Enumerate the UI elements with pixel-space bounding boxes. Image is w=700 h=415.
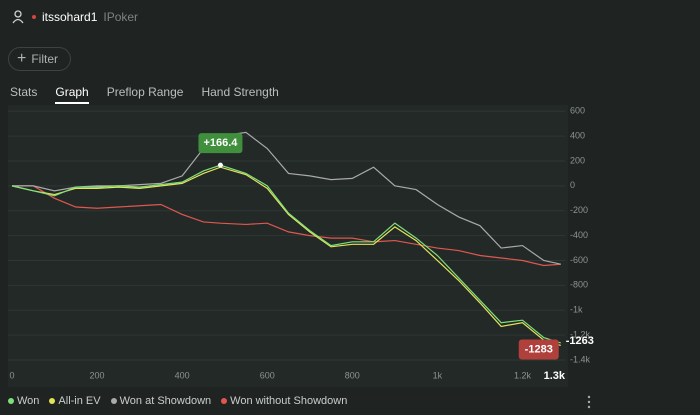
legend-item[interactable]: All-in EV xyxy=(49,395,101,407)
y-tick-label: -200 xyxy=(570,205,588,215)
x-tick-label: 600 xyxy=(260,370,275,380)
annotation: -1283 xyxy=(525,343,553,355)
annotation-box xyxy=(198,133,243,154)
header: itssohard1 IPoker xyxy=(12,10,138,24)
tab[interactable]: Stats xyxy=(10,85,38,99)
filter-label: Filter xyxy=(31,52,59,66)
status-dot xyxy=(32,15,36,19)
y-tick-label: 0 xyxy=(570,180,575,190)
series-line xyxy=(12,131,561,265)
tab[interactable]: Hand Strength xyxy=(201,85,279,99)
filter-button[interactable]: + Filter xyxy=(8,47,72,71)
series-line xyxy=(11,166,561,347)
tab[interactable]: Graph xyxy=(55,85,89,104)
tab[interactable]: Preflop Range xyxy=(106,85,184,99)
x-tick-label: 200 xyxy=(90,370,105,380)
x-tick-label: 0 xyxy=(9,370,14,380)
x-tick-label: 1k xyxy=(433,370,443,380)
legend-swatch xyxy=(49,398,56,404)
user-icon xyxy=(12,10,24,24)
series-line xyxy=(11,164,561,344)
tabs: Stats Graph Preflop Range Hand Strength xyxy=(10,85,279,104)
x-tick-label: 400 xyxy=(175,370,190,380)
username: itssohard1 xyxy=(42,10,98,24)
y-tick-label: 400 xyxy=(570,130,585,140)
x-tick-label: 1.2k xyxy=(514,370,532,380)
legend: Won All-in EV Won at Showdown Won without S… xyxy=(8,395,347,407)
legend-swatch xyxy=(110,398,117,404)
y-tick-label: 600 xyxy=(570,106,585,116)
y-tick-label: -400 xyxy=(570,230,588,240)
legend-label: All-in EV xyxy=(58,395,101,407)
legend-item[interactable]: Won at Showdown xyxy=(110,395,212,407)
series-line xyxy=(12,185,561,267)
y-tick-label: -1.2k xyxy=(570,329,591,339)
legend-swatch xyxy=(8,398,14,404)
annotation-box xyxy=(518,339,559,360)
legend-label: Won at Showdown xyxy=(119,395,212,407)
y-tick-label: -800 xyxy=(570,280,588,290)
legend-label: Won xyxy=(17,395,40,407)
legend-item[interactable]: Won without Showdown xyxy=(221,395,347,407)
menu-icon[interactable] xyxy=(586,395,592,409)
y-tick-label: -1k xyxy=(570,305,583,315)
annotation: -1263 xyxy=(566,335,594,347)
plot-background xyxy=(8,105,568,387)
y-tick-label: -1.4k xyxy=(570,354,591,364)
site-name: IPoker xyxy=(103,10,139,24)
y-tick-label: 200 xyxy=(570,155,585,165)
y-tick-label: -600 xyxy=(570,255,588,265)
annotation: 1.3k xyxy=(544,370,566,382)
legend-swatch xyxy=(221,398,228,404)
legend-label: Won without Showdown xyxy=(230,395,348,407)
annotation: +166.4 xyxy=(203,137,238,149)
x-tick-label: 800 xyxy=(345,370,360,380)
legend-item[interactable]: Won xyxy=(8,395,39,407)
chart: 600 400 200 0 -200 -400 -600 -800 -1k -1.2k -1.4k 0… xyxy=(8,105,594,387)
peak-point xyxy=(217,162,223,168)
